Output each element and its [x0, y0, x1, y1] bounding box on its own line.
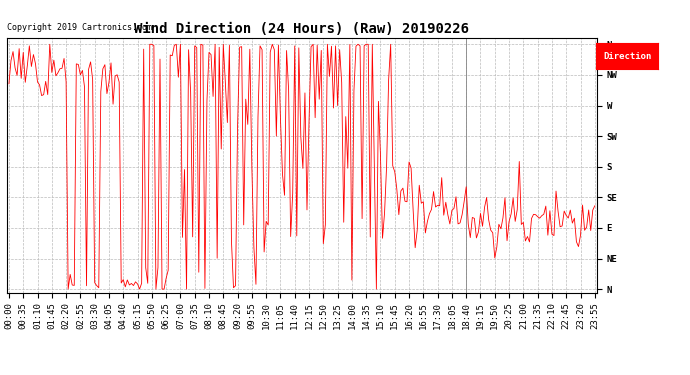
Text: Copyright 2019 Cartronics.com: Copyright 2019 Cartronics.com — [7, 23, 152, 32]
Text: Direction: Direction — [603, 52, 651, 61]
Title: Wind Direction (24 Hours) (Raw) 20190226: Wind Direction (24 Hours) (Raw) 20190226 — [135, 22, 469, 36]
